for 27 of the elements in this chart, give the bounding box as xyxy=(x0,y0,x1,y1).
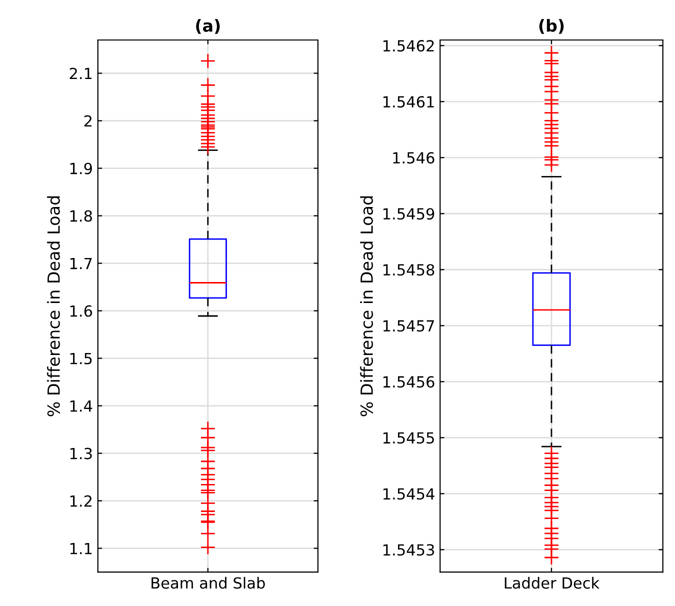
y-tick-label: 1.5461 xyxy=(383,96,434,108)
y-tick-label: 1.5459 xyxy=(383,208,434,220)
y-tick-label: 1.5457 xyxy=(383,320,434,332)
y-tick-label: 1.7 xyxy=(70,258,92,270)
chart-title: (b) xyxy=(539,19,564,34)
y-tick-label: 1.2 xyxy=(70,495,92,507)
y-tick-label: 2 xyxy=(84,115,92,127)
y-tick-label: 1.546 xyxy=(393,152,434,164)
y-tick-label: 1.1 xyxy=(70,542,92,554)
y-tick-label: 2.1 xyxy=(70,68,92,80)
y-tick-label: 1.5462 xyxy=(383,40,434,52)
y-tick-label: 1.6 xyxy=(70,305,92,317)
x-tick-label: Ladder Deck xyxy=(504,576,600,589)
y-tick-label: 1.8 xyxy=(70,210,92,222)
y-tick-label: 1.5456 xyxy=(383,376,434,388)
y-tick-label: 1.5 xyxy=(70,352,92,364)
y-tick-label: 1.4 xyxy=(70,400,92,412)
y-axis-title: % Difference in Dead Load xyxy=(47,196,60,416)
chart-title: (a) xyxy=(196,19,220,34)
y-tick-label: 1.5455 xyxy=(383,432,434,444)
y-tick-label: 1.5454 xyxy=(383,488,434,500)
y-tick-label: 1.3 xyxy=(70,448,92,460)
y-tick-label: 1.5458 xyxy=(383,264,434,276)
x-tick-label: Beam and Slab xyxy=(152,576,265,589)
y-axis-title: % Difference in Dead Load xyxy=(360,196,373,416)
y-tick-label: 1.5453 xyxy=(383,544,434,556)
y-tick-label: 1.9 xyxy=(70,162,92,174)
